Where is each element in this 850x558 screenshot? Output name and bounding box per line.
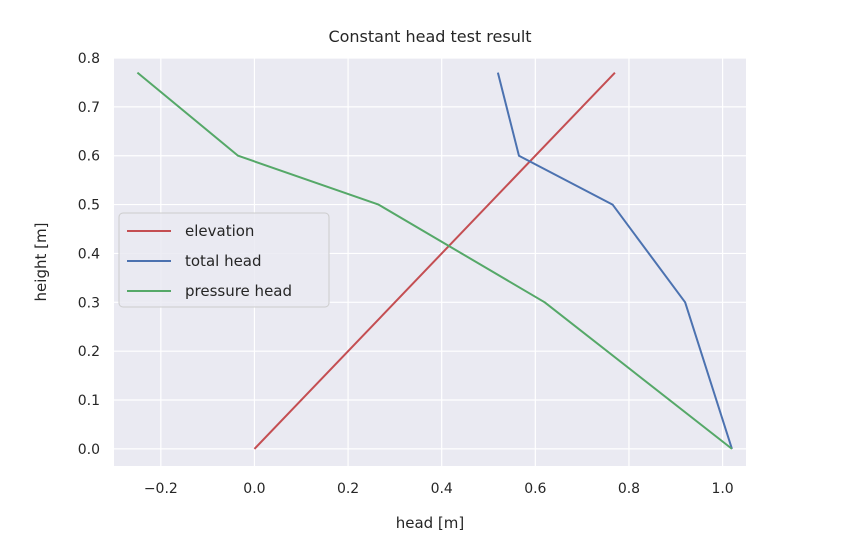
x-tick-label: 0.6 bbox=[524, 481, 546, 497]
y-tick-label: 0.7 bbox=[78, 100, 100, 116]
y-tick-label: 0.6 bbox=[78, 149, 100, 165]
y-tick-label: 0.4 bbox=[78, 246, 100, 262]
x-tick-label: 1.0 bbox=[711, 481, 733, 497]
x-tick-label: 0.8 bbox=[618, 481, 640, 497]
series-line-pressure-head bbox=[136, 71, 733, 450]
chart-title: Constant head test result bbox=[328, 27, 531, 46]
y-tick-label: 0.5 bbox=[78, 198, 100, 214]
y-tick-label: 0.3 bbox=[78, 295, 100, 311]
legend: elevation total head pressure head bbox=[118, 212, 330, 308]
y-tick-label: 0.8 bbox=[78, 51, 100, 67]
series-line-elevation bbox=[253, 71, 616, 450]
x-tick-label: 0.4 bbox=[431, 481, 453, 497]
series-lines bbox=[136, 71, 733, 450]
x-axis-ticks: −0.2 0.0 0.2 0.4 0.6 0.8 1.0 bbox=[144, 481, 734, 497]
y-tick-label: 0.2 bbox=[78, 344, 100, 360]
grid bbox=[114, 57, 746, 466]
x-axis-label: head [m] bbox=[396, 514, 465, 532]
y-axis-ticks: 0.0 0.1 0.2 0.3 0.4 0.5 0.6 0.7 0.8 bbox=[78, 51, 100, 458]
legend-label: total head bbox=[185, 252, 262, 270]
legend-label: pressure head bbox=[185, 282, 292, 300]
x-tick-label: 0.2 bbox=[337, 481, 359, 497]
x-tick-label: 0.0 bbox=[243, 481, 265, 497]
y-axis-label: height [m] bbox=[32, 223, 50, 302]
legend-box bbox=[118, 212, 330, 308]
y-tick-label: 0.1 bbox=[78, 393, 100, 409]
y-tick-label: 0.0 bbox=[78, 442, 100, 458]
x-tick-label: −0.2 bbox=[144, 481, 178, 497]
legend-label: elevation bbox=[185, 222, 254, 240]
series-line-total-head bbox=[496, 72, 733, 450]
